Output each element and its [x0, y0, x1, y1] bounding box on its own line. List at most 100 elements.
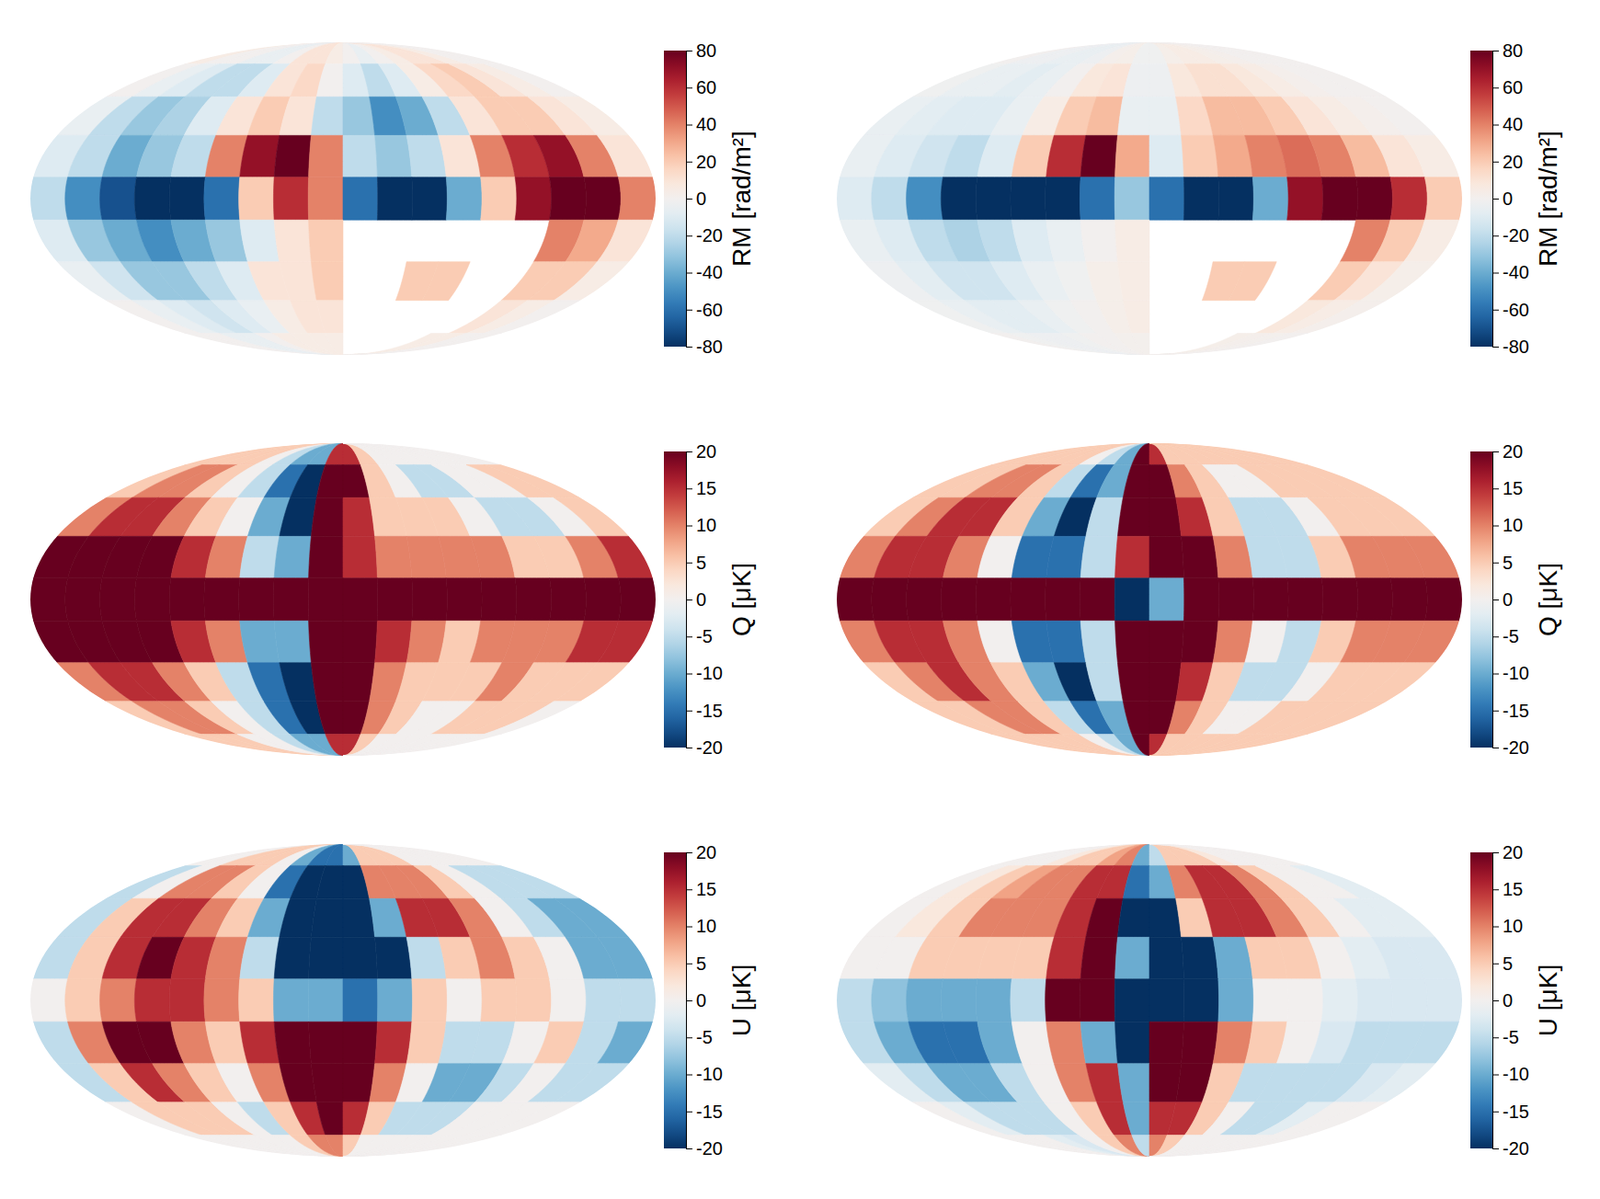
map-cell: [1078, 443, 1150, 465]
map-cell: [308, 177, 343, 221]
map-cell: [316, 1102, 343, 1136]
map-cell: [342, 333, 484, 355]
tick-label: 0: [1502, 990, 1513, 1011]
map-cell: [1287, 177, 1324, 221]
tick-label: -15: [696, 700, 723, 721]
map-cell: [169, 578, 206, 622]
map-cell: [342, 42, 484, 64]
tick-mark: [685, 125, 693, 126]
map-cell: [342, 96, 376, 136]
tick: -5: [685, 626, 713, 647]
colorbar-axis: 20151050-5-10-15-20: [685, 842, 723, 1159]
tick: -10: [685, 1063, 723, 1085]
figure: 806040200-20-40-60-80RM [rad/m²]20151050…: [0, 0, 1600, 1199]
map-cell: [836, 979, 875, 1023]
map-cell: [1079, 578, 1115, 622]
map-cell: [1061, 734, 1150, 756]
map-cell: [316, 464, 343, 498]
map-cell: [483, 63, 581, 97]
map-cell: [274, 135, 311, 177]
map-cell: [549, 578, 587, 622]
tick-label: 0: [696, 589, 707, 610]
map-cell: [871, 979, 909, 1023]
tick-label: 60: [696, 77, 717, 98]
map-cell: [483, 1102, 581, 1136]
tick-mark: [1492, 674, 1499, 675]
map-cell: [342, 443, 502, 465]
tick-label: 15: [696, 478, 717, 499]
map-cell: [1080, 620, 1118, 663]
map-cell: [1181, 1021, 1219, 1063]
tick: 10: [685, 514, 717, 536]
map-cell: [1356, 177, 1394, 221]
tick-label: -15: [1502, 700, 1530, 721]
map-cell: [274, 536, 311, 578]
tick-mark: [1492, 1148, 1499, 1150]
map-cell: [274, 620, 311, 663]
tick-label: 20: [1502, 441, 1523, 462]
map-cell: [1290, 1102, 1387, 1136]
map-cell: [1252, 979, 1289, 1023]
map-panel: 20151050-5-10-15-20U [μK]: [30, 842, 756, 1159]
tick-label: -20: [696, 1138, 723, 1159]
map-cell: [1321, 177, 1359, 221]
tick-label: 40: [696, 114, 717, 135]
map-cell: [445, 177, 482, 221]
tick-label: 0: [696, 990, 707, 1011]
map-cell: [596, 219, 652, 262]
map-cell: [202, 42, 343, 64]
tick-mark: [685, 1037, 693, 1039]
map-cell: [308, 135, 343, 177]
map-panel: 20151050-5-10-15-20U [μK]: [836, 842, 1563, 1159]
map-cell: [184, 734, 343, 756]
map-cell: [1403, 536, 1459, 578]
map-cell: [1080, 536, 1118, 578]
tick: 10: [1492, 915, 1523, 937]
tick: -60: [1492, 299, 1530, 320]
map-cell: [1131, 333, 1150, 355]
map-cell: [1046, 536, 1086, 578]
map-cell: [1078, 42, 1150, 64]
map-cell: [1046, 135, 1086, 177]
map-cell: [1390, 979, 1428, 1023]
map-cell: [204, 177, 240, 221]
tick-mark: [1492, 125, 1499, 126]
tick-mark: [685, 451, 693, 453]
map-cell: [1149, 937, 1184, 979]
tick-label: -60: [696, 299, 723, 320]
map-cell: [1080, 937, 1118, 979]
map-cell: [1097, 844, 1150, 866]
tick-label: 5: [696, 552, 707, 573]
map-cell: [1290, 464, 1387, 498]
map-cell: [1061, 844, 1150, 866]
tick-label: -5: [696, 1027, 713, 1048]
tick: -15: [685, 700, 723, 721]
map-cell: [237, 42, 343, 64]
map-cell: [596, 135, 652, 177]
map-cell: [1403, 620, 1459, 663]
map-cell: [310, 662, 343, 702]
tick: 20: [1492, 151, 1523, 172]
map-cell: [240, 536, 280, 578]
map-cell: [325, 734, 343, 756]
map-cell: [1078, 844, 1150, 866]
tick-label: 15: [1502, 879, 1523, 900]
map-cell: [308, 42, 343, 64]
map-cell: [1117, 1063, 1150, 1103]
map-cell: [375, 620, 412, 663]
map-cell: [1181, 620, 1219, 663]
map-cell: [290, 443, 343, 465]
map-cell: [1008, 443, 1150, 465]
map-cell: [342, 1135, 502, 1157]
tick-label: -20: [1502, 1138, 1530, 1159]
tick: 60: [685, 77, 717, 98]
map-cell: [1061, 443, 1150, 465]
map-cell: [290, 1135, 343, 1157]
tick: 5: [1492, 552, 1513, 573]
map-cell: [290, 734, 343, 756]
map-cell: [1026, 443, 1150, 465]
map-cell: [273, 979, 309, 1023]
tick-mark: [1492, 198, 1499, 200]
tick: 0: [685, 589, 707, 610]
map-cell: [991, 333, 1150, 355]
